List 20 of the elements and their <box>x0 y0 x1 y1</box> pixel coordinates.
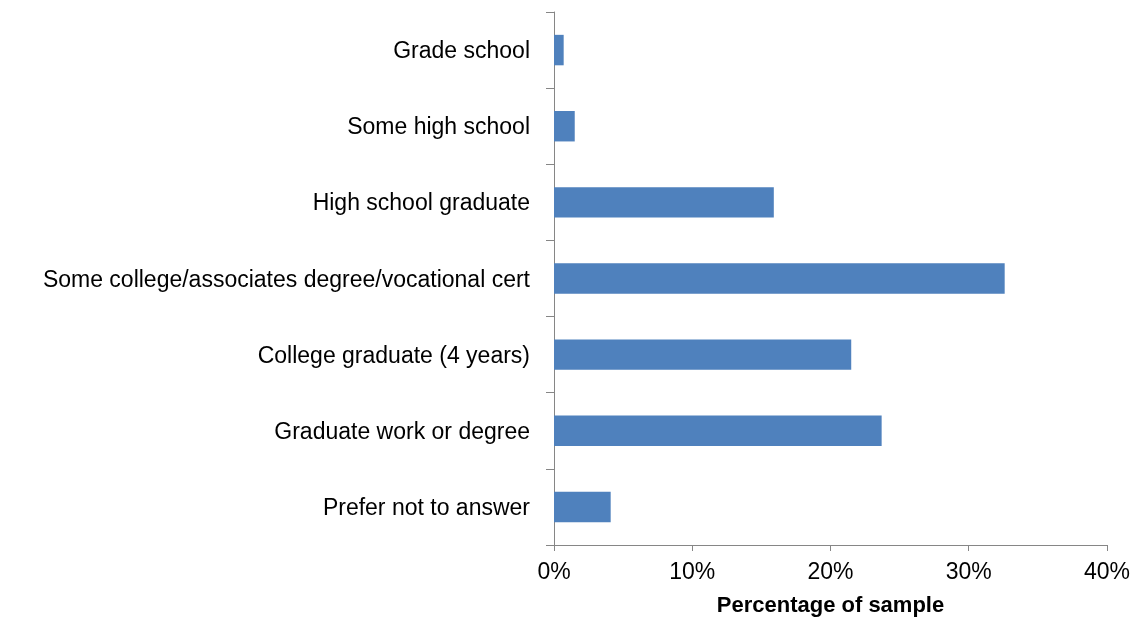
bar <box>554 187 774 218</box>
y-tick-label: Grade school <box>393 37 530 64</box>
bar <box>554 491 611 523</box>
y-tick-label: High school graduate <box>312 189 530 216</box>
bar <box>554 263 1005 294</box>
x-tick-label: 10% <box>669 557 716 584</box>
x-tick-label: 20% <box>807 557 854 584</box>
x-tick-label: 40% <box>1083 557 1131 584</box>
y-tick-label: Graduate work or degree <box>274 417 530 444</box>
bar <box>554 34 564 66</box>
y-tick-label: Some high school <box>347 113 530 140</box>
y-tick-label: College graduate (4 years) <box>257 341 530 368</box>
y-tick-label: Prefer not to answer <box>322 493 531 520</box>
x-axis-title: Percentage of sample <box>716 591 945 617</box>
x-tick-label: 30% <box>945 557 992 584</box>
y-tick-label: Some college/associates degree/vocational cert <box>42 265 531 292</box>
bar <box>554 110 575 142</box>
bar <box>554 339 852 370</box>
x-tick-label: 0% <box>537 557 571 584</box>
bar <box>554 415 882 447</box>
